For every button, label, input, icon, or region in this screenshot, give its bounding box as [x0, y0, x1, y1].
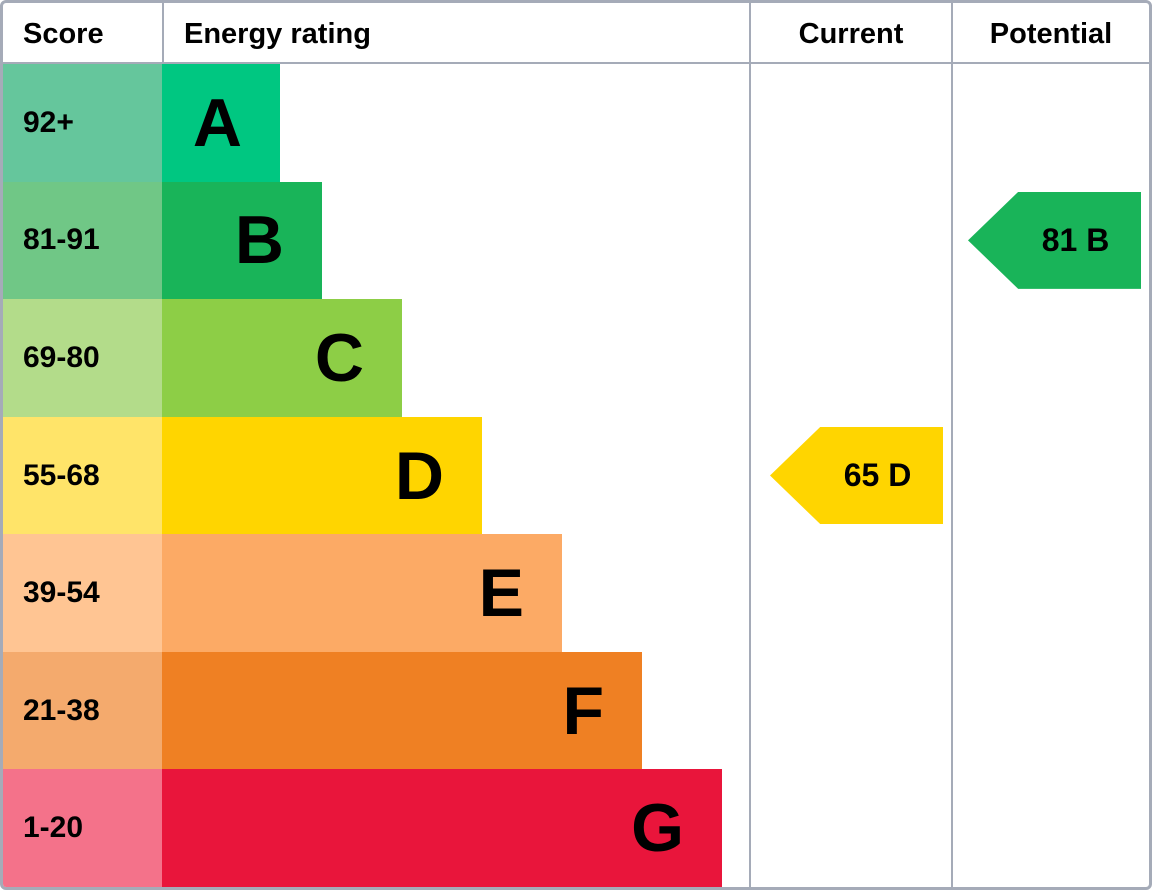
band-bar-a: A — [162, 64, 280, 182]
current-cell-b — [749, 181, 951, 300]
current-cell-e — [749, 534, 951, 652]
header-energy-rating: Energy rating — [162, 3, 749, 62]
current-cell-c — [749, 299, 951, 417]
score-range-c: 69-80 — [3, 299, 162, 417]
band-bar-g: G — [162, 769, 722, 887]
rating-track-a: A — [162, 64, 749, 182]
score-range-e: 39-54 — [3, 534, 162, 652]
rating-track-c: C — [162, 299, 749, 417]
rating-track-f: F — [162, 651, 749, 770]
score-range-a: 92+ — [3, 64, 162, 182]
rating-track-b: B — [162, 181, 749, 300]
band-letter-g: G — [631, 790, 684, 867]
score-range-d: 55-68 — [3, 416, 162, 535]
current-cell-g — [749, 769, 951, 887]
band-letter-c: C — [314, 319, 364, 396]
band-row-b: 81-91 B 81 B — [3, 181, 1149, 300]
band-letter-d: D — [394, 437, 444, 514]
score-range-g: 1-20 — [3, 769, 162, 887]
band-row-e: 39-54 E — [3, 534, 1149, 652]
current-cell-a — [749, 64, 951, 182]
potential-cell-c — [951, 299, 1149, 417]
current-rating-arrow: 65 D — [770, 427, 943, 525]
header-current: Current — [749, 3, 951, 62]
potential-cell-a — [951, 64, 1149, 182]
rating-track-d: D — [162, 416, 749, 535]
table-header: Score Energy rating Current Potential — [3, 3, 1149, 64]
current-cell-f — [749, 651, 951, 770]
band-bar-c: C — [162, 299, 402, 417]
band-bar-b: B — [162, 181, 322, 300]
current-cell-d: 65 D — [749, 416, 951, 535]
band-row-c: 69-80 C — [3, 299, 1149, 417]
header-potential: Potential — [951, 3, 1149, 62]
potential-rating-arrow: 81 B — [968, 191, 1141, 289]
band-bar-d: D — [162, 416, 482, 535]
header-score: Score — [23, 17, 104, 50]
rating-track-g: G — [162, 769, 749, 887]
potential-cell-e — [951, 534, 1149, 652]
band-row-d: 55-68 D 65 D — [3, 416, 1149, 535]
potential-rating-label: 81 B — [1041, 221, 1110, 258]
rating-track-e: E — [162, 534, 749, 652]
current-rating-label: 65 D — [843, 457, 912, 494]
band-row-a: 92+ A — [3, 64, 1149, 182]
potential-cell-b: 81 B — [951, 181, 1149, 300]
band-letter-b: B — [234, 202, 284, 279]
band-bar-f: F — [162, 651, 642, 770]
band-letter-e: E — [478, 555, 524, 632]
band-letter-a: A — [192, 84, 242, 161]
score-range-b: 81-91 — [3, 181, 162, 300]
potential-cell-d — [951, 416, 1149, 535]
potential-cell-f — [951, 651, 1149, 770]
band-letter-f: F — [562, 672, 604, 749]
score-range-f: 21-38 — [3, 651, 162, 770]
band-row-g: 1-20 G — [3, 769, 1149, 887]
band-row-f: 21-38 F — [3, 651, 1149, 770]
band-bar-e: E — [162, 534, 562, 652]
potential-cell-g — [951, 769, 1149, 887]
